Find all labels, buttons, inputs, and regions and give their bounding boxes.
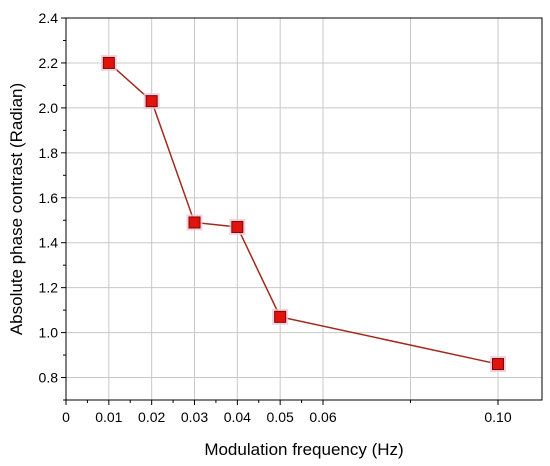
x-tick-label: 0.06 <box>309 409 336 425</box>
y-tick-label: 1.8 <box>39 145 59 161</box>
x-tick-label: 0.05 <box>267 409 294 425</box>
y-tick-label: 1.2 <box>39 280 59 296</box>
x-tick-label: 0.02 <box>138 409 165 425</box>
y-axis-title: Absolute phase contrast (Radian) <box>7 83 26 335</box>
data-series <box>100 54 506 373</box>
y-tick-label: 1.0 <box>39 325 59 341</box>
y-tick-label: 0.8 <box>39 370 59 386</box>
x-tick-label: 0.03 <box>181 409 208 425</box>
data-point <box>145 95 158 108</box>
grid <box>66 17 542 400</box>
data-point <box>274 310 287 323</box>
x-axis-title: Modulation frequency (Hz) <box>204 440 403 459</box>
data-point <box>102 56 115 69</box>
x-tick-label: 0.04 <box>224 409 251 425</box>
x-tick-label: 0.10 <box>484 409 511 425</box>
data-point <box>188 216 201 229</box>
plot-frame <box>65 17 543 401</box>
data-point <box>231 220 244 233</box>
y-tick-label: 1.4 <box>39 235 59 251</box>
x-tick-label: 0.01 <box>95 409 122 425</box>
y-tick-label: 2.4 <box>39 10 59 26</box>
x-tick-label: 0 <box>62 409 70 425</box>
data-point <box>492 358 504 371</box>
y-tick-label: 2.2 <box>39 55 59 71</box>
y-tick-label: 2.0 <box>39 100 59 116</box>
axis-ticks: 0.8 1.0 1.2 1.4 1.6 1.8 2.0 2.2 2.4 0 0.01 0.02 0.03… <box>39 10 512 425</box>
y-tick-label: 1.6 <box>39 190 59 206</box>
